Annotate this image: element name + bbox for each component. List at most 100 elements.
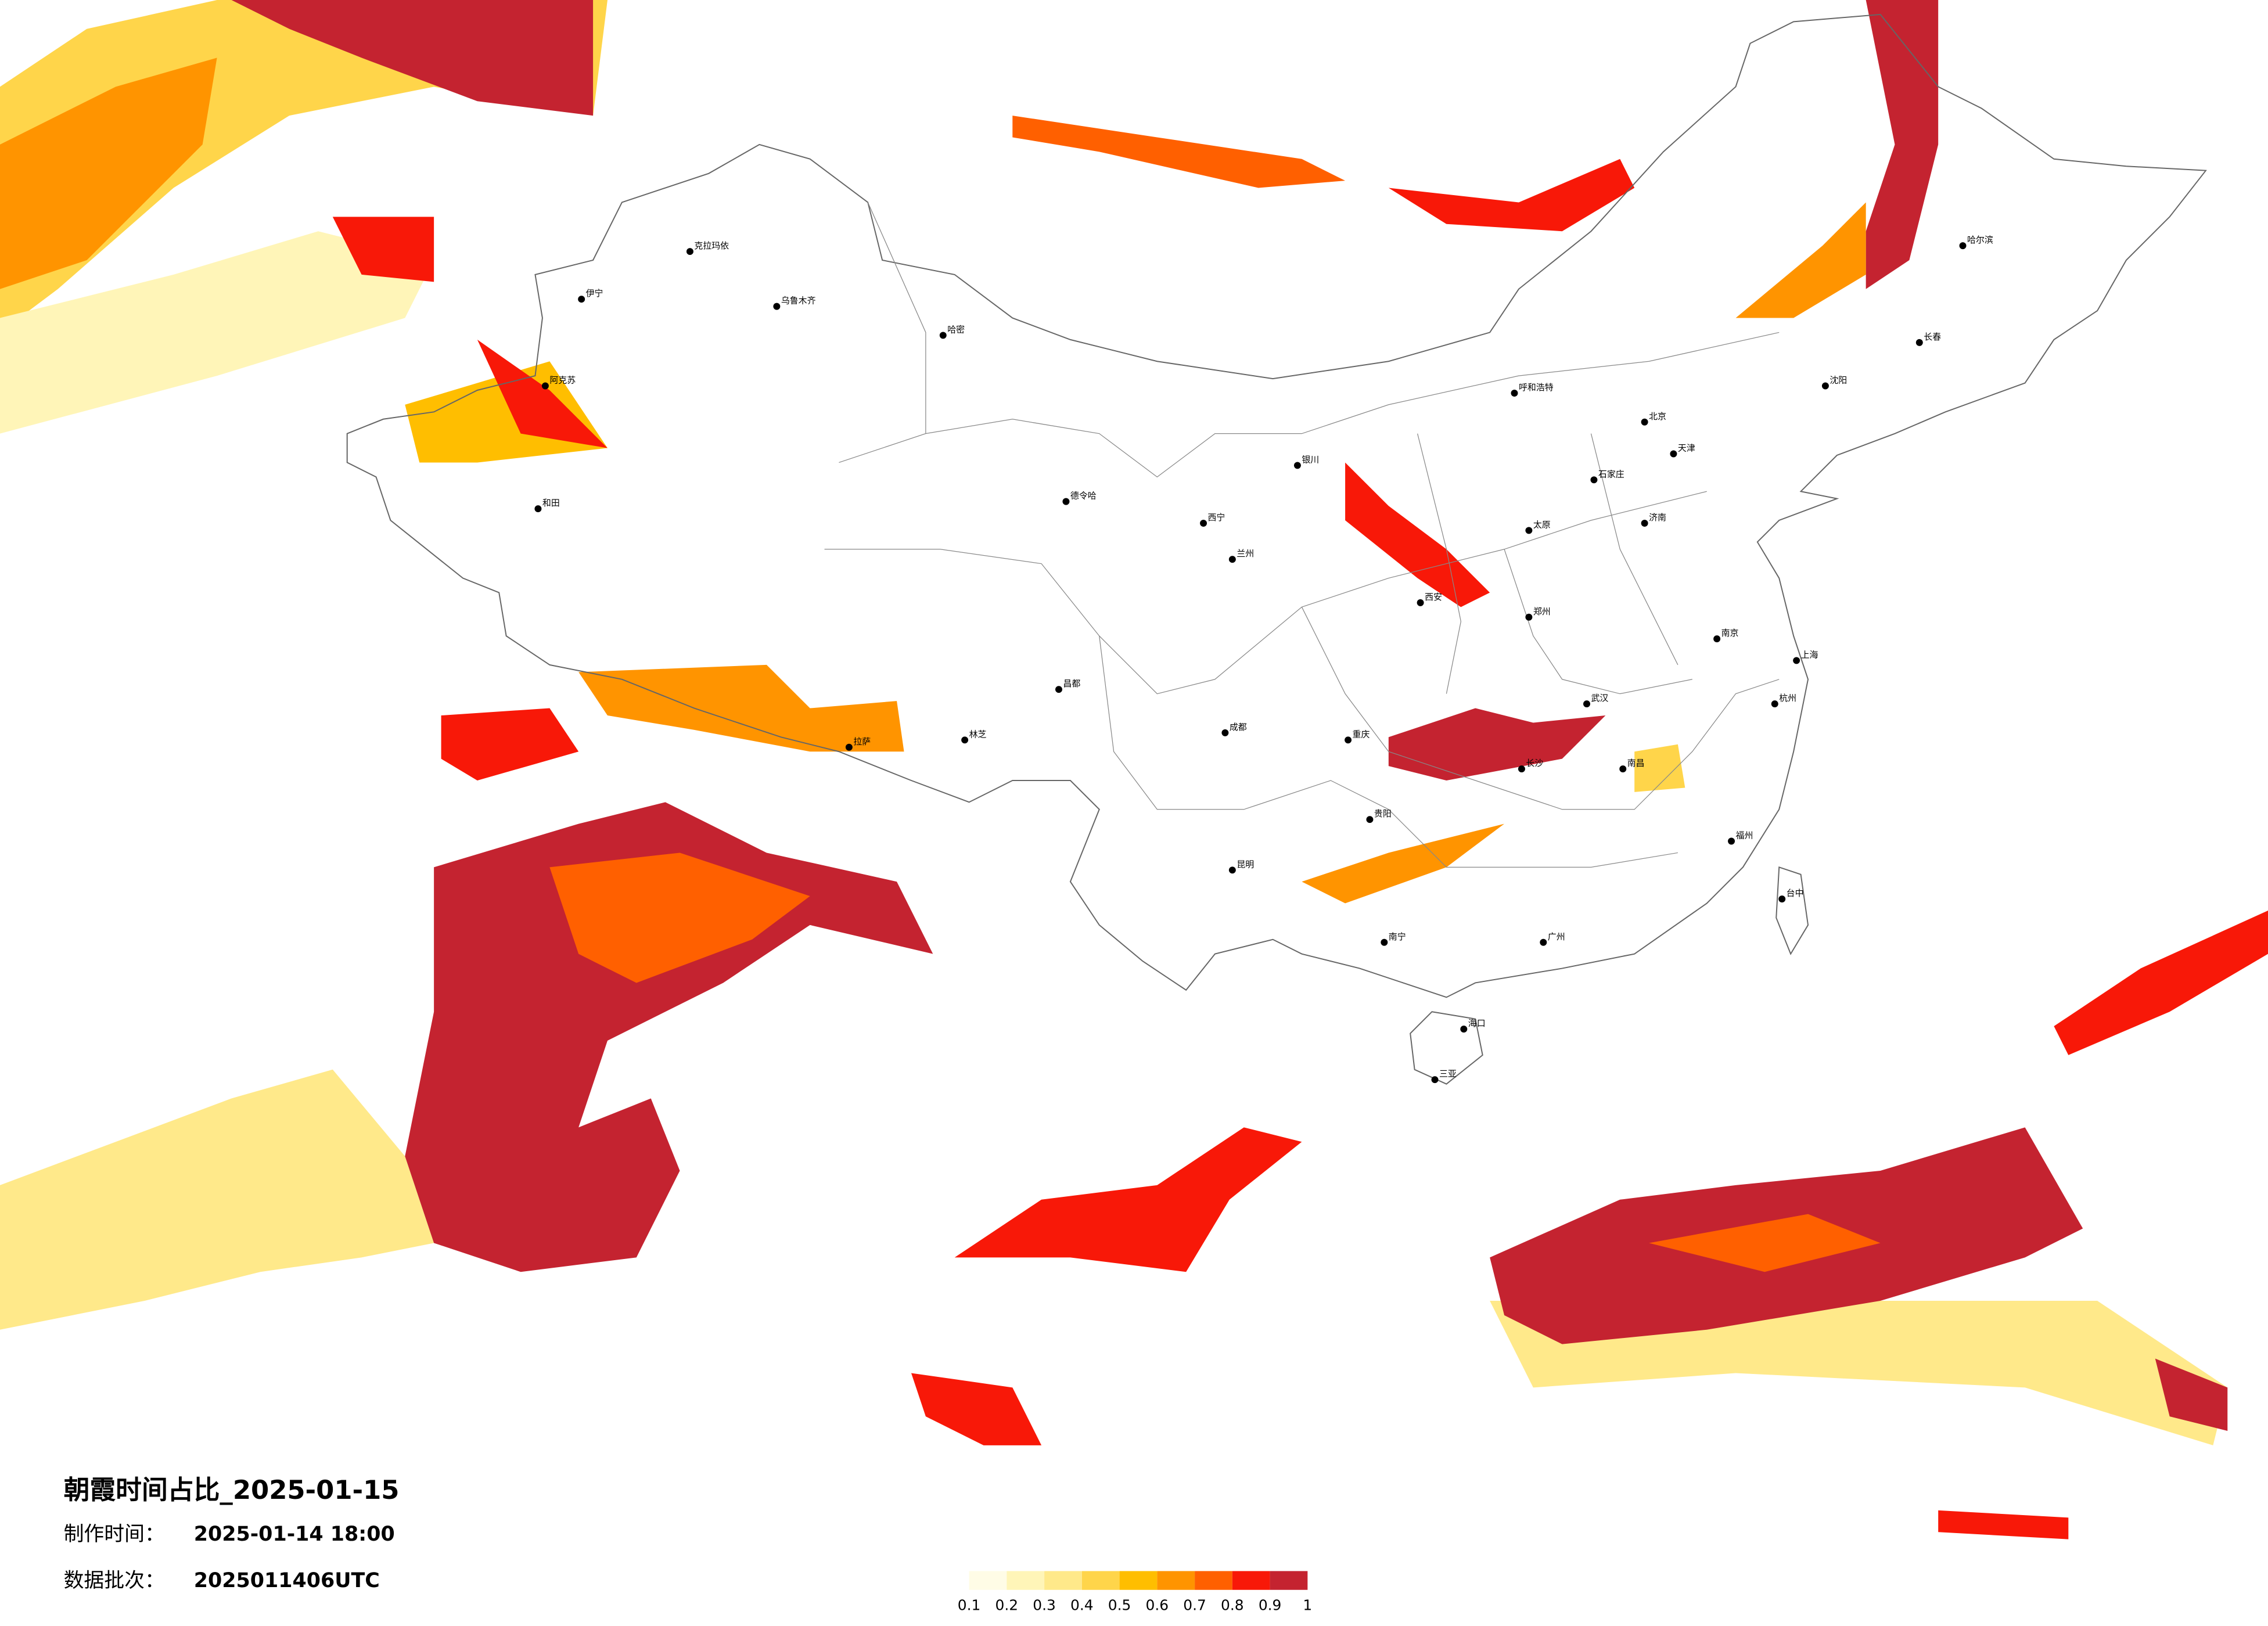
legend-tick-label: 0.1	[958, 1597, 981, 1614]
city-label: 兰州	[1237, 548, 1254, 559]
color-field	[1302, 823, 1505, 904]
city-label: 济南	[1649, 512, 1666, 523]
color-field	[1634, 744, 1685, 792]
legend-swatch	[1044, 1571, 1082, 1590]
legend-swatch	[1232, 1571, 1270, 1590]
color-field	[954, 1127, 1302, 1272]
legend-swatch	[1270, 1571, 1308, 1590]
legend-tick-label: 0.3	[1033, 1597, 1056, 1614]
info-value: 2025011406UTC	[194, 1569, 380, 1592]
city-label: 武汉	[1591, 693, 1608, 703]
city-label: 福州	[1736, 830, 1753, 841]
color-field	[1866, 0, 1939, 289]
city-label: 南昌	[1627, 758, 1645, 768]
city-dot	[534, 505, 542, 513]
legend-tick-label: 0.7	[1183, 1597, 1206, 1614]
city-label: 重庆	[1353, 729, 1370, 739]
legend-swatch	[1081, 1571, 1120, 1590]
city-label: 和田	[542, 498, 560, 508]
china-border	[346, 13, 2207, 1085]
map-title: 朝霞时间占比_2025-01-15	[64, 1474, 400, 1505]
city-label: 南京	[1721, 628, 1739, 638]
city-dot	[1540, 938, 1547, 946]
city-label: 北京	[1649, 411, 1666, 422]
color-field	[1388, 159, 1635, 232]
city-label: 台中	[1787, 888, 1804, 898]
city-dot	[1417, 599, 1424, 606]
color-field	[1012, 116, 1346, 188]
city-label: 南宁	[1389, 931, 1406, 942]
city-label: 伊宁	[586, 288, 603, 298]
city-dot	[1366, 816, 1374, 823]
city-dot	[1518, 765, 1525, 773]
legend-tick-label: 0.9	[1259, 1597, 1282, 1614]
city-dot	[1793, 657, 1800, 664]
city-label: 沈阳	[1830, 375, 1847, 386]
color-field	[1938, 1510, 2069, 1539]
city-dot	[1670, 450, 1677, 458]
city-label: 杭州	[1779, 693, 1796, 703]
city-label: 广州	[1548, 931, 1565, 942]
color-field	[578, 664, 904, 752]
legend-swatch	[1157, 1571, 1195, 1590]
city-label: 拉萨	[853, 736, 871, 747]
city-dot	[1771, 700, 1778, 708]
color-field	[332, 217, 434, 282]
city-dot	[1221, 729, 1229, 736]
city-dot	[1590, 476, 1598, 484]
color-field	[2155, 1358, 2228, 1431]
city-dot	[578, 296, 585, 303]
city-dot	[1228, 866, 1236, 874]
city-label: 昌都	[1063, 678, 1080, 689]
city-dot	[1055, 686, 1062, 693]
city-dot	[1728, 837, 1735, 845]
city-dot	[939, 332, 947, 339]
city-dot	[845, 743, 853, 751]
legend-tick-label: 0.5	[1108, 1597, 1131, 1614]
city-label: 成都	[1230, 722, 1247, 732]
legend-tick-label: 0.2	[995, 1597, 1019, 1614]
color-field	[1649, 1214, 1881, 1272]
legend-swatch	[1119, 1571, 1158, 1590]
color-fields	[0, 0, 2268, 1539]
city-dot	[1293, 462, 1301, 469]
city-label: 长沙	[1526, 758, 1543, 768]
color-field	[1735, 202, 1866, 318]
color-field	[405, 802, 933, 1272]
city-dot	[1713, 635, 1721, 643]
color-field	[477, 339, 608, 448]
city-label: 西宁	[1208, 512, 1225, 523]
city-dot	[1381, 938, 1388, 946]
city-dot	[1641, 418, 1648, 426]
color-field	[441, 708, 579, 780]
city-label: 呼和浩特	[1519, 382, 1554, 393]
city-label: 克拉玛依	[694, 240, 729, 251]
city-dot	[1959, 242, 1967, 250]
info-value: 2025-01-14 18:00	[194, 1523, 395, 1546]
city-dot	[1200, 520, 1207, 527]
city-label: 三亚	[1439, 1069, 1457, 1079]
legend-tick-label: 1	[1303, 1597, 1312, 1614]
city-dot	[541, 382, 549, 390]
city-label: 西安	[1425, 592, 1442, 602]
legend-swatch	[1195, 1571, 1232, 1590]
city-label: 乌鲁木齐	[781, 296, 816, 306]
province-borders	[824, 202, 1780, 868]
city-label: 林芝	[969, 729, 987, 739]
city-label: 贵阳	[1374, 808, 1392, 819]
info-label: 制作时间：	[64, 1523, 165, 1546]
legend: 0.1 0.2 0.3 0.4 0.5 0.6 0.7 0.8 0.9 1	[958, 1571, 1312, 1614]
legend-tick-label: 0.8	[1221, 1597, 1244, 1614]
legend-swatch	[1007, 1571, 1045, 1590]
color-field	[2054, 911, 2268, 1055]
city-dot	[1431, 1076, 1439, 1084]
legend-tick-label: 0.6	[1146, 1597, 1169, 1614]
city-label: 昆明	[1237, 859, 1254, 869]
city-dot	[686, 248, 693, 256]
city-dot	[1062, 498, 1070, 505]
city-label: 阿克苏	[549, 375, 576, 386]
city-label: 上海	[1801, 649, 1818, 660]
city-dot	[1511, 390, 1518, 397]
